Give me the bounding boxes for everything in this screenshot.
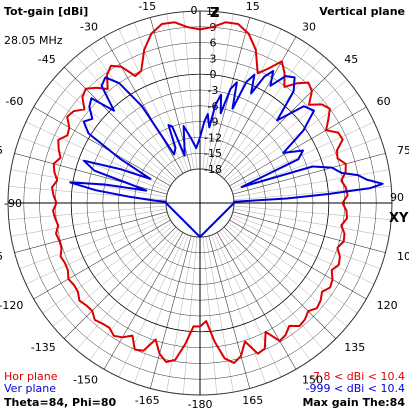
angle-tick-label: 150	[302, 374, 323, 387]
header-title: Tot-gain [dBi]	[4, 5, 88, 18]
angle-tick-label: -15	[138, 0, 156, 13]
angle-tick-label: 15	[246, 0, 260, 13]
angle-tick-label: 120	[377, 299, 398, 312]
legend-hor: Hor plane	[4, 370, 58, 383]
radial-tick-label: -3	[208, 84, 219, 97]
radial-tick-label: -12	[204, 131, 222, 144]
angle-tick-label: -60	[5, 95, 23, 108]
radial-tick-label: 6	[210, 37, 217, 50]
angle-tick-label: -135	[31, 341, 56, 354]
ver-range-label: -999 < dBi < 10.4	[306, 382, 405, 395]
angle-tick-label: 135	[344, 341, 365, 354]
xy-axis-marker: XY	[389, 211, 409, 226]
angle-tick-label: -75	[0, 144, 3, 157]
series-hor-plane	[51, 21, 349, 364]
angle-tick-label: 90	[390, 191, 404, 204]
max-gain-label: Max gain The:84	[302, 396, 405, 409]
angle-tick-label: -180	[188, 398, 213, 409]
angle-tick-label: 45	[344, 53, 358, 66]
angle-tick-label: -90	[4, 197, 22, 210]
angle-tick-label: -120	[0, 299, 23, 312]
angle-tick-label: -105	[0, 250, 3, 263]
angle-tick-label: -150	[73, 374, 98, 387]
radial-tick-label: -9	[208, 116, 219, 129]
frequency-label: 28.05 MHz	[4, 34, 63, 47]
radial-tick-label: -15	[204, 147, 222, 160]
plane-title: Vertical plane	[319, 5, 405, 18]
series-ver-plane	[69, 70, 384, 238]
angle-tick-label: 0	[191, 4, 198, 17]
legend-ver: Ver plane	[4, 382, 56, 395]
z-axis-marker: Z	[210, 6, 219, 21]
angle-tick-label: -45	[38, 53, 56, 66]
series-layer	[51, 21, 384, 364]
radial-tick-label: 0	[210, 68, 217, 81]
angle-tick-label: 60	[377, 95, 391, 108]
angle-tick-label: 30	[302, 20, 316, 33]
angle-tick-label: -30	[80, 20, 98, 33]
angle-tick-label: 105	[397, 250, 409, 263]
grid-layer	[7, 10, 393, 396]
hor-range-label: -7.8 < dBi < 10.4	[309, 370, 405, 383]
radial-tick-label: 3	[210, 52, 217, 65]
angle-tick-label: -165	[135, 394, 160, 407]
angle-tick-label: 75	[397, 144, 409, 157]
radial-tick-label: 12	[206, 5, 220, 18]
angle-tick-label: 165	[242, 394, 263, 407]
theta-phi-label: Theta=84, Phi=80	[4, 396, 117, 409]
radial-tick-label: -18	[204, 163, 222, 176]
radial-tick-label: -6	[208, 100, 219, 113]
